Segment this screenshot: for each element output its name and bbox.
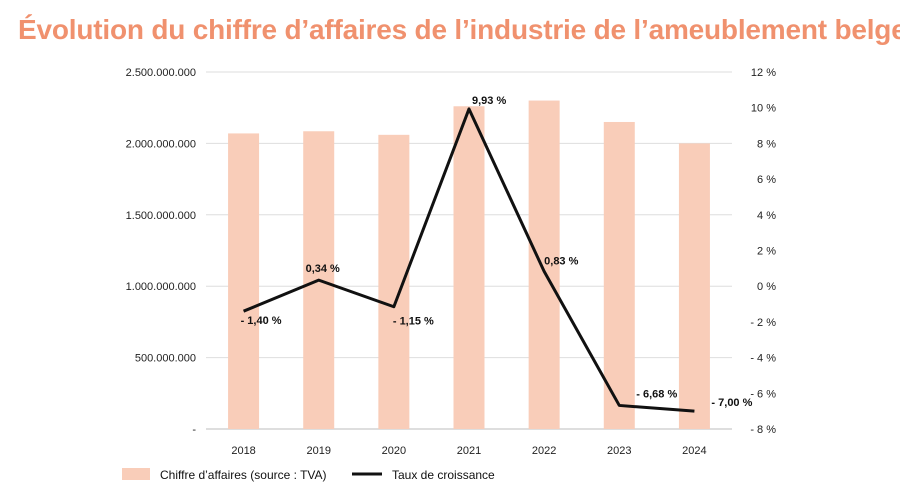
left-tick-label: 500.000.000 xyxy=(135,353,196,365)
x-axis: 2018 2019 2020 2021 2022 2023 2024 xyxy=(231,445,706,457)
bar-2018 xyxy=(228,133,260,430)
right-tick-label: - 6 % xyxy=(750,388,776,400)
x-tick-label: 2018 xyxy=(231,445,255,457)
legend-bar-label: Chiffre d’affaires (source : TVA) xyxy=(160,468,327,482)
data-labels: - 1,40 % 0,34 % - 1,15 % 9,93 % 0,83 % - 6,68… xyxy=(241,95,753,409)
chart-title: Évolution du chiffre d’affaires de l’ind… xyxy=(18,14,900,45)
right-tick-label: 0 % xyxy=(757,281,776,293)
growth-label-2022: 0,83 % xyxy=(544,255,578,267)
growth-label-2019: 0,34 % xyxy=(306,263,340,275)
growth-label-2020: - 1,15 % xyxy=(393,316,434,328)
legend: Chiffre d’affaires (source : TVA) Taux d… xyxy=(122,468,495,482)
legend-bar-swatch xyxy=(122,468,150,480)
right-tick-label: 6 % xyxy=(757,174,776,186)
x-tick-label: 2022 xyxy=(532,445,556,457)
right-tick-label: 2 % xyxy=(757,246,776,258)
x-tick-label: 2024 xyxy=(682,445,706,457)
growth-label-2024: - 7,00 % xyxy=(711,397,752,409)
line-series xyxy=(242,107,695,413)
x-tick-label: 2019 xyxy=(306,445,330,457)
bar-2023 xyxy=(603,121,635,429)
right-tick-label: 12 % xyxy=(751,67,776,79)
bar-series xyxy=(228,100,710,430)
legend-line-label: Taux de croissance xyxy=(392,468,495,482)
growth-label-2023: - 6,68 % xyxy=(636,388,677,400)
x-tick-label: 2023 xyxy=(607,445,631,457)
left-tick-label: 2.500.000.000 xyxy=(126,67,196,79)
bar-2024 xyxy=(678,143,710,429)
bar-2021 xyxy=(453,106,485,429)
left-tick-label: 2.000.000.000 xyxy=(126,138,196,150)
left-tick-label: - xyxy=(192,424,196,436)
left-tick-label: 1.500.000.000 xyxy=(126,210,196,222)
right-tick-label: - 4 % xyxy=(750,353,776,365)
left-axis: - 500.000.000 1.000.000.000 1.500.000.000 2.… xyxy=(126,67,197,436)
right-tick-label: 8 % xyxy=(757,138,776,150)
x-tick-label: 2020 xyxy=(382,445,406,457)
bar-2022 xyxy=(528,100,560,429)
right-tick-label: - 8 % xyxy=(750,424,776,436)
right-tick-label: 10 % xyxy=(751,103,776,115)
x-tick-label: 2021 xyxy=(457,445,481,457)
growth-label-2018: - 1,40 % xyxy=(241,315,282,327)
right-tick-label: 4 % xyxy=(757,210,776,222)
growth-label-2021: 9,93 % xyxy=(472,95,506,107)
right-axis: - 8 % - 6 % - 4 % - 2 % 0 % 2 % 4 % 6 % 8 % 10 % 1… xyxy=(750,67,776,436)
right-tick-label: - 2 % xyxy=(750,317,776,329)
left-tick-label: 1.000.000.000 xyxy=(126,281,196,293)
